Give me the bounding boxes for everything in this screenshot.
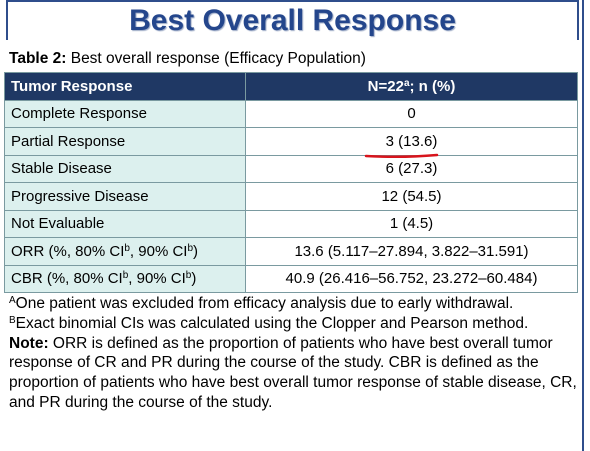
table-row: Stable Disease 6 (27.3) [4,154,578,183]
table-cell: Not Evaluable [4,209,246,238]
table-cell: CBR (%, 80% CIb, 90% CIb) [4,264,246,293]
table-cell: ORR (%, 80% CIb, 90% CIb) [4,237,246,266]
table-cell: Stable Disease [4,154,246,183]
text: CBR (%, 80% CI [11,270,123,288]
table-cell: 6 (27.3) [245,154,578,183]
superscript: B [9,314,16,326]
table-caption: Table 2: Best overall response (Efficacy… [9,50,366,68]
table-cell: Progressive Disease [4,182,246,211]
table-row: Partial Response 3 (13.6) [4,127,578,156]
table-cell: 13.6 (5.117–27.894, 3.822–31.591) [245,237,578,266]
title-frame [6,0,579,40]
table-cell: 12 (54.5) [245,182,578,211]
footnotes: AOne patient was excluded from efficacy … [9,294,577,413]
header-cell: N=22a; n (%) [245,72,578,101]
table-cell: 1 (4.5) [245,209,578,238]
text: N=22 [367,77,404,95]
table-row: CBR (%, 80% CIb, 90% CIb) 40.9 (26.416–56… [4,264,578,293]
header-cell: Tumor Response [4,72,246,101]
table-row: Progressive Disease 12 (54.5) [4,182,578,211]
table-cell: 40.9 (26.416–56.752, 23.272–60.484) [245,264,578,293]
text: ) [191,270,197,288]
superscript: b [122,270,129,282]
table-row: ORR (%, 80% CIb, 90% CIb) 13.6 (5.117–27.… [4,237,578,266]
text: , 90% CI [128,270,186,288]
table-cell: Complete Response [4,99,246,128]
caption-text: Best overall response (Efficacy Populati… [66,50,366,67]
text: ORR is defined as the proportion of pati… [9,334,577,411]
table-row: Complete Response 0 [4,99,578,128]
text: 3 (13.6) [385,132,438,150]
bold-text: Note: [9,334,49,352]
text: 12 (54.5) [381,187,442,205]
table-cell: 3 (13.6) [245,127,578,156]
text: 0 [407,105,416,123]
text: 6 (27.3) [385,160,438,178]
red-underline [364,153,439,159]
text: Complete Response [11,105,147,123]
text: One patient was excluded from efficacy a… [15,295,514,312]
header-row: Tumor Response N=22a; n (%) [4,72,578,101]
text: Partial Response [11,132,126,150]
response-table: Tumor Response N=22a; n (%) Complete Respo… [4,72,578,293]
text: Exact binomial CIs was calculated using … [15,314,529,332]
footnote: Note: ORR is defined as the proportion o… [9,334,577,413]
text: 13.6 (5.117–27.894, 3.822–31.591) [294,242,529,260]
text: Stable Disease [11,160,112,178]
caption-label: Table 2: [9,50,67,67]
text: ORR (%, 80% CI [11,242,125,260]
text: ; n (%) [409,77,456,95]
text: 40.9 (26.416–56.752, 23.272–60.484) [285,270,538,288]
text: Tumor Response [11,77,133,95]
table-cell: Partial Response [4,127,246,156]
slide-border [582,0,584,451]
text: Progressive Disease [11,187,149,205]
superscript: b [187,242,194,254]
table-cell: 0 [245,99,578,128]
superscript: A [9,295,16,306]
table-row: Not Evaluable 1 (4.5) [4,209,578,238]
text: Not Evaluable [11,215,105,233]
text: ) [193,242,199,260]
footnote: BExact binomial CIs was calculated using… [9,314,577,334]
footnote: AOne patient was excluded from efficacy … [9,294,577,314]
superscript: b [124,242,130,254]
superscript: b [185,270,192,282]
text: , 90% CI [129,242,188,260]
superscript: a [403,77,410,89]
text: 1 (4.5) [389,215,434,233]
slide-title: Best Overall Response [129,4,456,37]
